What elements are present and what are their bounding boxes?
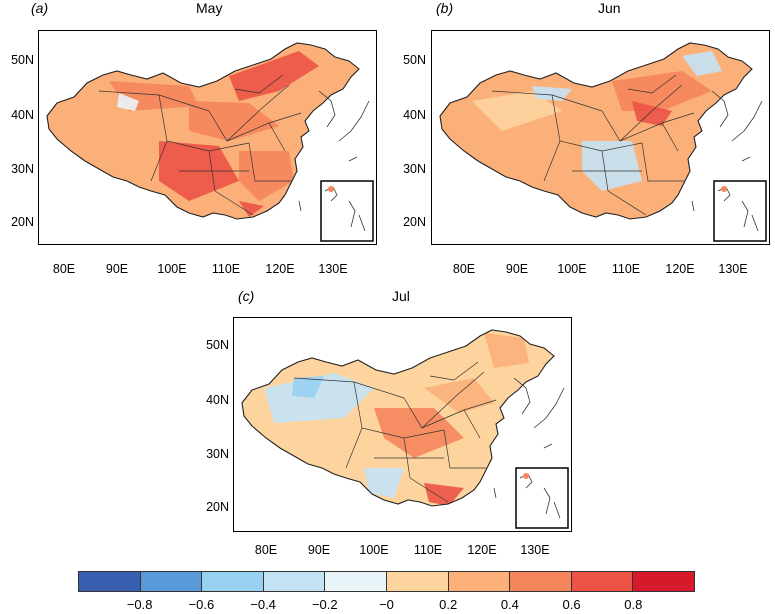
lat-label: 20N xyxy=(206,500,229,514)
lon-label: 90E xyxy=(105,262,129,276)
colorbar-swatch xyxy=(140,572,203,591)
anomaly-region xyxy=(189,101,279,141)
lon-label: 80E xyxy=(52,262,76,276)
anomaly-region xyxy=(292,376,324,398)
lon-label: 120E xyxy=(665,262,695,276)
panel-letter-a: (a) xyxy=(31,0,49,16)
colorbar-label: 0.4 xyxy=(500,597,519,612)
anomaly-region xyxy=(424,483,464,506)
lon-label: 130E xyxy=(520,543,550,557)
country-outline xyxy=(241,329,555,507)
colorbar-swatch xyxy=(448,572,511,591)
lon-label: 90E xyxy=(307,543,331,557)
inset-region xyxy=(721,186,727,192)
colorbar-label: 0.2 xyxy=(439,597,458,612)
anomaly-region xyxy=(374,408,464,458)
inset-region xyxy=(328,186,334,192)
lat-label: 30N xyxy=(403,162,426,176)
lat-label: 40N xyxy=(206,393,229,407)
colorbar-swatch xyxy=(633,572,694,591)
lon-label: 120E xyxy=(265,262,295,276)
colorbar-swatch xyxy=(202,572,264,591)
map-svg xyxy=(241,329,569,529)
lon-label: 130E xyxy=(318,262,348,276)
anomaly-region xyxy=(682,51,722,76)
anomaly-region xyxy=(117,93,139,111)
colorbar-label: −0.8 xyxy=(126,597,153,612)
lon-label: 100E xyxy=(359,543,389,557)
anomaly-region xyxy=(552,181,602,211)
lat-label: 50N xyxy=(11,53,34,67)
map-jul xyxy=(233,317,572,532)
coastline xyxy=(691,90,763,212)
anomaly-region xyxy=(612,71,712,111)
anomaly-region xyxy=(492,141,557,171)
anomaly-region xyxy=(484,333,529,368)
lat-label: 40N xyxy=(11,108,34,122)
panel-letter-b: (b) xyxy=(436,0,454,16)
lon-label: 100E xyxy=(557,262,587,276)
colorbar-label: 0.6 xyxy=(562,597,581,612)
lat-label: 40N xyxy=(403,108,426,122)
province-borders xyxy=(98,74,302,216)
panel-title-c: Jul xyxy=(392,288,410,304)
anomaly-region xyxy=(264,373,374,423)
map-svg xyxy=(439,42,767,242)
lon-label: 110E xyxy=(413,543,443,557)
lon-label: 110E xyxy=(211,262,241,276)
map-may xyxy=(38,30,377,245)
panel-title-a: May xyxy=(196,0,223,16)
anomaly-region xyxy=(79,121,139,151)
anomaly-region xyxy=(632,101,672,126)
country-outline xyxy=(46,42,360,220)
province-borders xyxy=(293,361,497,503)
lon-label: 120E xyxy=(467,543,497,557)
map-jun xyxy=(431,30,770,245)
lon-label: 100E xyxy=(157,262,187,276)
inset-region xyxy=(523,473,529,479)
lon-label: 80E xyxy=(254,543,278,557)
lat-label: 50N xyxy=(403,53,426,67)
colorbar-swatch xyxy=(325,572,387,591)
map-svg xyxy=(46,42,374,242)
lat-label: 30N xyxy=(11,162,34,176)
colorbar-swatch xyxy=(386,572,449,591)
coastline xyxy=(493,377,565,499)
colorbar-label: −0.2 xyxy=(311,597,338,612)
panel-letter-c: (c) xyxy=(238,288,255,304)
colorbar-swatch xyxy=(571,572,634,591)
lon-label: 90E xyxy=(505,262,529,276)
colorbar-label: −0 xyxy=(379,597,394,612)
lat-label: 50N xyxy=(206,338,229,352)
anomaly-region xyxy=(239,201,264,217)
colorbar-label: 0.8 xyxy=(624,597,643,612)
coastline xyxy=(298,90,370,212)
panel-title-b: Jun xyxy=(598,0,621,16)
lon-label: 110E xyxy=(611,262,641,276)
colorbar-label: −0.4 xyxy=(250,597,276,612)
colorbar xyxy=(78,571,695,592)
lon-label: 80E xyxy=(452,262,476,276)
anomaly-region xyxy=(229,51,319,101)
anomaly-region xyxy=(239,151,294,201)
anomaly-region xyxy=(364,468,404,498)
lat-label: 20N xyxy=(403,215,426,229)
lat-label: 30N xyxy=(206,447,229,461)
lat-label: 20N xyxy=(11,215,34,229)
colorbar-swatch xyxy=(79,572,141,591)
anomaly-region xyxy=(582,141,642,191)
province-borders xyxy=(491,74,695,216)
anomaly-region xyxy=(472,91,562,131)
country-outline xyxy=(439,42,753,220)
colorbar-swatch xyxy=(510,572,572,591)
lon-label: 130E xyxy=(718,262,748,276)
anomaly-region xyxy=(532,86,572,101)
anomaly-region xyxy=(424,378,494,413)
colorbar-label: −0.6 xyxy=(188,597,215,612)
colorbar-swatch xyxy=(263,572,326,591)
